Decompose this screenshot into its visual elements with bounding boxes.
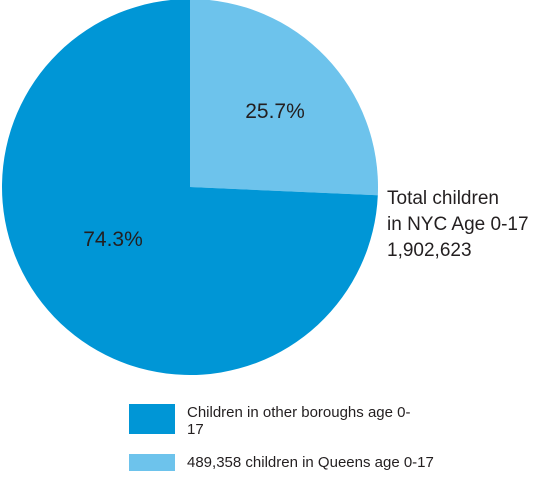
slice-other-boroughs: [2, 0, 378, 375]
legend-label-other-boroughs: Children in other boroughs age 0-17: [187, 404, 411, 438]
slice-label-other-boroughs: 74.3%: [83, 228, 143, 251]
legend-label-queens: 489,358 children in Queens age 0-17: [187, 454, 434, 471]
total-line-1: Total children: [387, 188, 499, 209]
pie-slices: [2, 0, 378, 375]
total-annotation: Total children in NYC Age 0-17 1,902,623: [387, 186, 529, 264]
legend: Children in other boroughs age 0-17 489,…: [129, 404, 507, 487]
pie-labels: 25.7% 74.3%: [83, 100, 305, 251]
legend-swatch-other-boroughs: [129, 404, 175, 434]
legend-item-queens: 489,358 children in Queens age 0-17: [129, 454, 507, 471]
total-value: 1,902,623: [387, 240, 472, 261]
total-line-2: in NYC Age 0-17: [387, 214, 529, 235]
slice-queens: [190, 0, 378, 196]
slice-label-queens: 25.7%: [245, 100, 305, 123]
legend-item-other-boroughs: Children in other boroughs age 0-17: [129, 404, 507, 438]
legend-swatch-queens: [129, 454, 175, 471]
